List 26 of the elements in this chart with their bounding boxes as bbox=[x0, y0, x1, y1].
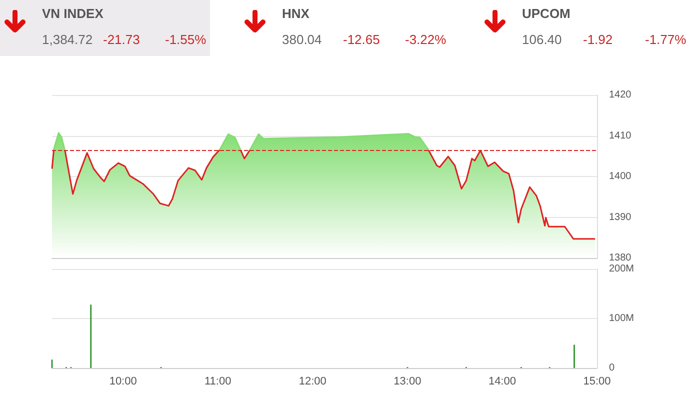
text: -1.55% bbox=[165, 32, 206, 47]
text: VN INDEX bbox=[42, 6, 104, 21]
text: 106.40 bbox=[522, 32, 562, 47]
text: -21.73 bbox=[103, 32, 140, 47]
x-tick-label: 15:00 bbox=[583, 376, 611, 388]
x-tick-label: 12:00 bbox=[298, 376, 326, 388]
text: -1.92 bbox=[583, 32, 613, 47]
text: -1.77% bbox=[645, 32, 686, 47]
y-tick-label: 1410 bbox=[609, 130, 632, 142]
y-tick-label: 0 bbox=[609, 362, 615, 374]
text: -3.22% bbox=[405, 32, 446, 47]
text: 1,384.72 bbox=[42, 32, 93, 47]
y-tick-label: 1420 bbox=[609, 90, 632, 100]
y-tick-label: 100M bbox=[609, 313, 634, 324]
text: HNX bbox=[282, 6, 310, 21]
x-tick-label: 13:00 bbox=[394, 376, 422, 388]
y-tick-label: 200M bbox=[609, 264, 634, 274]
text: 380.04 bbox=[282, 32, 322, 47]
x-tick-label: 10:00 bbox=[109, 376, 137, 388]
x-tick-label: 14:00 bbox=[488, 376, 516, 388]
y-tick-label: 1380 bbox=[609, 252, 632, 264]
text: UPCOM bbox=[522, 6, 570, 21]
x-tick-label: 11:00 bbox=[204, 376, 232, 388]
y-tick-label: 1400 bbox=[609, 171, 632, 182]
text: -12.65 bbox=[343, 32, 380, 47]
y-tick-label: 1390 bbox=[609, 212, 632, 223]
